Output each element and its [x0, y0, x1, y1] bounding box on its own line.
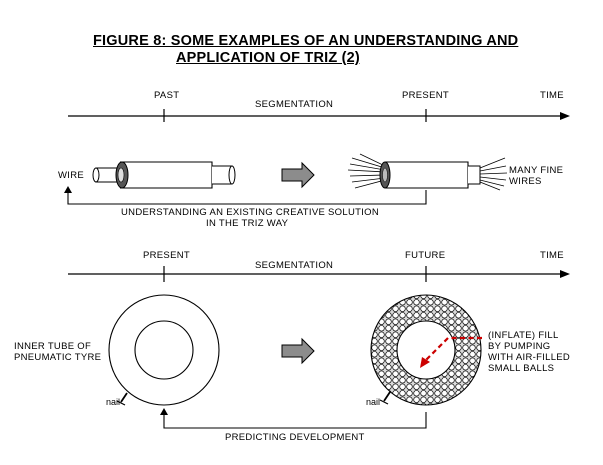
inner-tube-empty — [108, 294, 220, 406]
nail-left-marker — [120, 392, 128, 403]
label-many-fine-wires-1: MANY FINE — [509, 165, 564, 176]
label-present-bottom: PRESENT — [143, 250, 190, 261]
caption-understanding-1: UNDERSTANDING AN EXISTING CREATIVE SOLUT… — [121, 207, 379, 218]
top-caption-bracket — [64, 186, 427, 205]
label-fill-3: WITH AIR-FILLED — [488, 352, 571, 363]
label-wire: WIRE — [58, 170, 85, 181]
fill-pointer — [420, 336, 482, 368]
label-inner-tube-2: PNEUMATIC TYRE — [14, 352, 102, 363]
label-nail-left: nail — [106, 397, 121, 407]
figure-title-line2: APPLICATION OF TRIZ (2) — [176, 50, 360, 66]
label-present-top: PRESENT — [402, 90, 449, 101]
label-time-top: TIME — [540, 90, 564, 101]
label-fill-4: SMALL BALLS — [488, 363, 555, 374]
label-fill-2: BY PUMPING — [488, 341, 551, 352]
label-nail-right: nail — [366, 397, 381, 407]
top-timeline — [68, 109, 570, 122]
caption-predicting: PREDICTING DEVELOPMENT — [225, 432, 365, 443]
solid-wire-illustration — [92, 161, 236, 189]
nail-right-marker — [383, 391, 391, 402]
stranded-wire-illustration — [347, 153, 508, 191]
inner-tube-filled — [370, 294, 482, 406]
label-past: PAST — [154, 90, 180, 101]
transition-arrow-top — [281, 161, 315, 189]
bottom-timeline — [68, 266, 570, 282]
transition-arrow-bottom — [281, 337, 315, 365]
label-time-bottom: TIME — [540, 250, 564, 261]
label-segmentation-top: SEGMENTATION — [255, 99, 334, 110]
figure-title-line1: FIGURE 8: SOME EXAMPLES OF AN UNDERSTAND… — [93, 33, 519, 49]
label-segmentation-bottom: SEGMENTATION — [255, 260, 334, 271]
label-many-fine-wires-2: WIRES — [509, 176, 542, 187]
label-fill-1: (INFLATE) FILL — [488, 330, 559, 341]
bottom-caption-bracket — [160, 408, 427, 429]
caption-understanding-2: IN THE TRIZ WAY — [206, 218, 289, 229]
label-future: FUTURE — [405, 250, 446, 261]
label-inner-tube-1: INNER TUBE OF — [14, 341, 92, 352]
